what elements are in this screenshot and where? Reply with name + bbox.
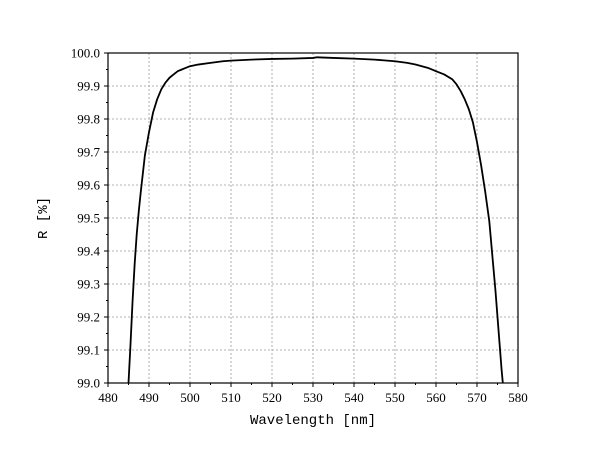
y-tick-label: 99.5 [77, 211, 100, 226]
y-tick-label: 99.8 [77, 112, 100, 127]
ticks: 480 490 500 510 520 530 540 550 560 570 580 99.0 99.… [71, 46, 528, 406]
x-tick-label: 520 [262, 390, 282, 405]
curve-layer [127, 56, 504, 384]
y-axis-label: R [%] [36, 197, 52, 239]
x-tick-label: 540 [344, 390, 364, 405]
y-tick-label: 99.6 [77, 178, 100, 193]
y-tick-label: 100.0 [71, 46, 100, 61]
x-tick-label: 580 [508, 390, 528, 405]
grid [108, 53, 518, 383]
y-tick-label: 99.3 [77, 277, 100, 292]
x-tick-label: 510 [221, 390, 241, 405]
y-tick-label: 99.7 [77, 145, 100, 160]
x-tick-label: 550 [385, 390, 405, 405]
y-tick-label: 99.9 [77, 79, 100, 94]
x-axis-label: Wavelength [nm] [250, 413, 376, 429]
y-tick-label: 99.1 [77, 343, 100, 358]
reflectance-curve [127, 56, 504, 384]
x-tick-label: 500 [180, 390, 200, 405]
x-tick-label: 530 [303, 390, 323, 405]
y-tick-label: 99.4 [77, 244, 100, 259]
x-tick-label: 480 [98, 390, 118, 405]
y-tick-label: 99.2 [77, 310, 100, 325]
x-tick-label: 560 [426, 390, 446, 405]
x-tick-label: 490 [139, 390, 159, 405]
y-tick-label: 99.0 [77, 376, 100, 391]
x-tick-label: 570 [467, 390, 487, 405]
